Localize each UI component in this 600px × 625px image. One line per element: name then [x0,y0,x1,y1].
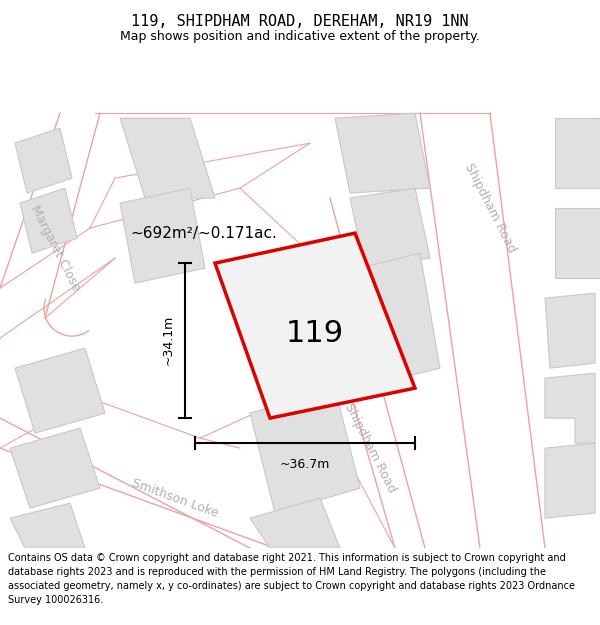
Text: 119: 119 [286,319,344,348]
Polygon shape [555,208,600,278]
Text: 119, SHIPDHAM ROAD, DEREHAM, NR19 1NN: 119, SHIPDHAM ROAD, DEREHAM, NR19 1NN [131,14,469,29]
Polygon shape [215,233,415,418]
Text: Shipdham Road: Shipdham Road [342,401,398,495]
Polygon shape [120,188,205,283]
Text: Shipdham Road: Shipdham Road [462,161,518,255]
Polygon shape [15,128,72,193]
Polygon shape [545,293,595,368]
Text: Margaret Close: Margaret Close [28,203,82,293]
Polygon shape [335,113,430,193]
Polygon shape [10,428,100,508]
Polygon shape [250,388,360,513]
Text: Map shows position and indicative extent of the property.: Map shows position and indicative extent… [120,30,480,43]
Polygon shape [350,188,430,268]
Text: ~692m²/~0.171ac.: ~692m²/~0.171ac. [130,226,277,241]
Polygon shape [20,188,77,253]
Polygon shape [555,118,600,188]
Text: Smithson Loke: Smithson Loke [130,476,220,520]
Polygon shape [250,498,340,548]
Polygon shape [15,348,105,433]
Polygon shape [545,443,595,518]
Polygon shape [545,373,595,443]
Polygon shape [120,118,215,198]
Polygon shape [10,503,85,548]
Text: ~36.7m: ~36.7m [280,458,330,471]
Text: Contains OS data © Crown copyright and database right 2021. This information is : Contains OS data © Crown copyright and d… [8,554,575,606]
Polygon shape [340,253,440,388]
Text: ~34.1m: ~34.1m [162,315,175,365]
